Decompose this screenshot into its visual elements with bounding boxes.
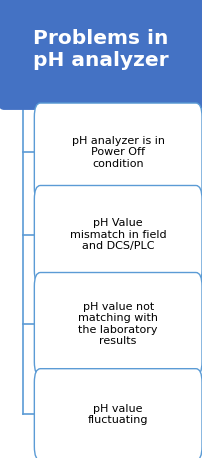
FancyBboxPatch shape bbox=[0, 0, 202, 110]
FancyBboxPatch shape bbox=[34, 369, 202, 458]
FancyBboxPatch shape bbox=[34, 103, 202, 202]
Text: pH value
fluctuating: pH value fluctuating bbox=[88, 403, 148, 425]
Text: pH Value
mismatch in field
and DCS/PLC: pH Value mismatch in field and DCS/PLC bbox=[70, 218, 166, 251]
FancyBboxPatch shape bbox=[34, 185, 202, 284]
FancyBboxPatch shape bbox=[34, 273, 202, 376]
Text: Problems in
pH analyzer: Problems in pH analyzer bbox=[33, 29, 169, 70]
Text: pH analyzer is in
Power Off
condition: pH analyzer is in Power Off condition bbox=[72, 136, 165, 169]
Text: pH value not
matching with
the laboratory
results: pH value not matching with the laborator… bbox=[78, 302, 158, 346]
